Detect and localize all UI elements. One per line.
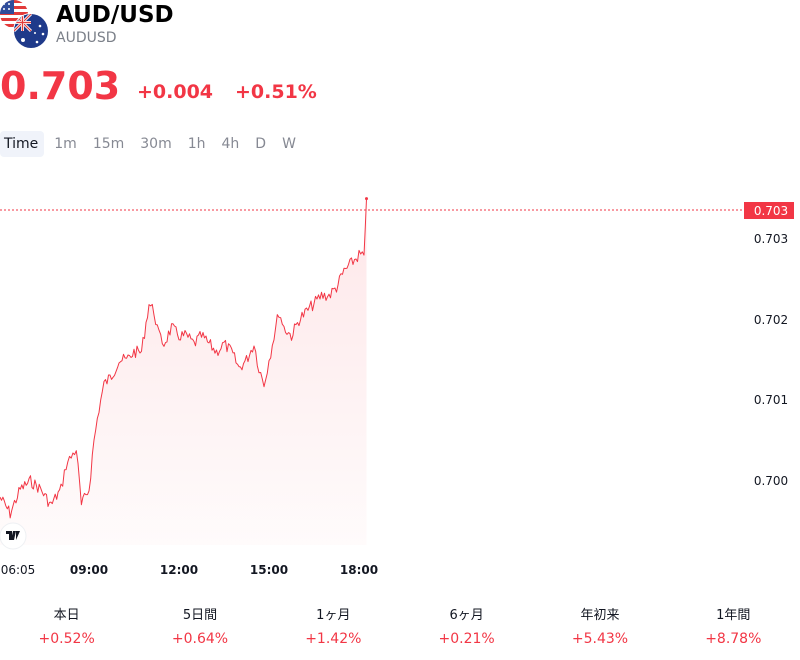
timeframe-4h[interactable]: 4h (221, 136, 240, 152)
period-item[interactable]: 1ヶ月 +1.42% (267, 606, 400, 656)
period-item[interactable]: 本日 +0.52% (0, 606, 133, 656)
timeframe-d[interactable]: D (255, 136, 267, 152)
period-label: 年初来 (580, 608, 620, 623)
tradingview-logo-glyph (6, 531, 20, 540)
period-label: 5日間 (182, 608, 218, 623)
last-price-tag (744, 202, 794, 219)
period-item[interactable]: 5日間 +0.64% (133, 606, 266, 656)
performance-periods: 本日 +0.52% 5日間 +0.64% 1ヶ月 +1.42% 6ヶ月 +0.21% 年初来 +5… (0, 606, 800, 656)
period-label: 本日 (53, 608, 80, 623)
symbol-title: AUD/USD (56, 2, 174, 28)
x-axis-tick-label: 12:00 (160, 563, 198, 577)
timeframe-30m[interactable]: 30m (140, 136, 172, 152)
last-price: 0.703 (0, 64, 121, 108)
symbol-ticker: AUDUSD (56, 30, 117, 46)
timeframe-selector: Time 1m 15m 30m 1h 4h D W (0, 131, 302, 157)
currency-pair-flags-icon (0, 0, 49, 49)
period-change: +5.43% (571, 631, 629, 647)
price-change-percent: +0.51% (235, 81, 317, 103)
y-axis-tick-label: 0.703 (754, 232, 788, 246)
timeframe-1h[interactable]: 1h (187, 136, 206, 152)
price-line (0, 198, 367, 519)
price-change: +0.004 (137, 81, 214, 103)
period-item[interactable]: 年初来 +5.43% (533, 606, 666, 656)
x-axis-tick-label: 15:00 (250, 563, 288, 577)
y-axis-tick-label: 0.700 (754, 474, 788, 488)
symbol-header: AUD/USD AUDUSD (0, 0, 800, 60)
period-change: +1.42% (305, 631, 362, 647)
price-area-fill (0, 198, 367, 545)
timeframe-15m[interactable]: 15m (92, 136, 125, 152)
last-price-tag-label: 0.703 (754, 204, 788, 218)
quote-row: 0.703 +0.004 +0.51% (0, 64, 800, 112)
y-axis-tick-label: 0.701 (754, 393, 788, 407)
x-axis-tick-label: 06:05 (1, 563, 36, 577)
period-item[interactable]: 6ヶ月 +0.21% (400, 606, 533, 656)
y-axis-tick-label: 0.702 (754, 313, 788, 327)
period-label: 1年間 (716, 608, 751, 623)
timeframe-1m[interactable]: 1m (54, 136, 77, 152)
last-price-marker (365, 197, 368, 201)
period-change: +0.21% (438, 631, 495, 647)
period-change: +0.64% (171, 631, 229, 647)
x-axis-tick-label: 09:00 (70, 563, 108, 577)
period-label: 1ヶ月 (316, 608, 351, 623)
period-item[interactable]: 1年間 +8.78% (667, 606, 800, 656)
x-axis-tick-label: 18:00 (340, 563, 378, 577)
price-chart[interactable]: 0.703 0.703 0.702 0.701 0.700 06:05 09:00 12:00… (0, 160, 800, 590)
period-change: +0.52% (38, 631, 95, 647)
timeframe-time[interactable]: Time (0, 131, 45, 157)
period-label: 6ヶ月 (449, 608, 484, 623)
timeframe-w[interactable]: W (282, 136, 296, 152)
period-change: +8.78% (705, 631, 762, 647)
